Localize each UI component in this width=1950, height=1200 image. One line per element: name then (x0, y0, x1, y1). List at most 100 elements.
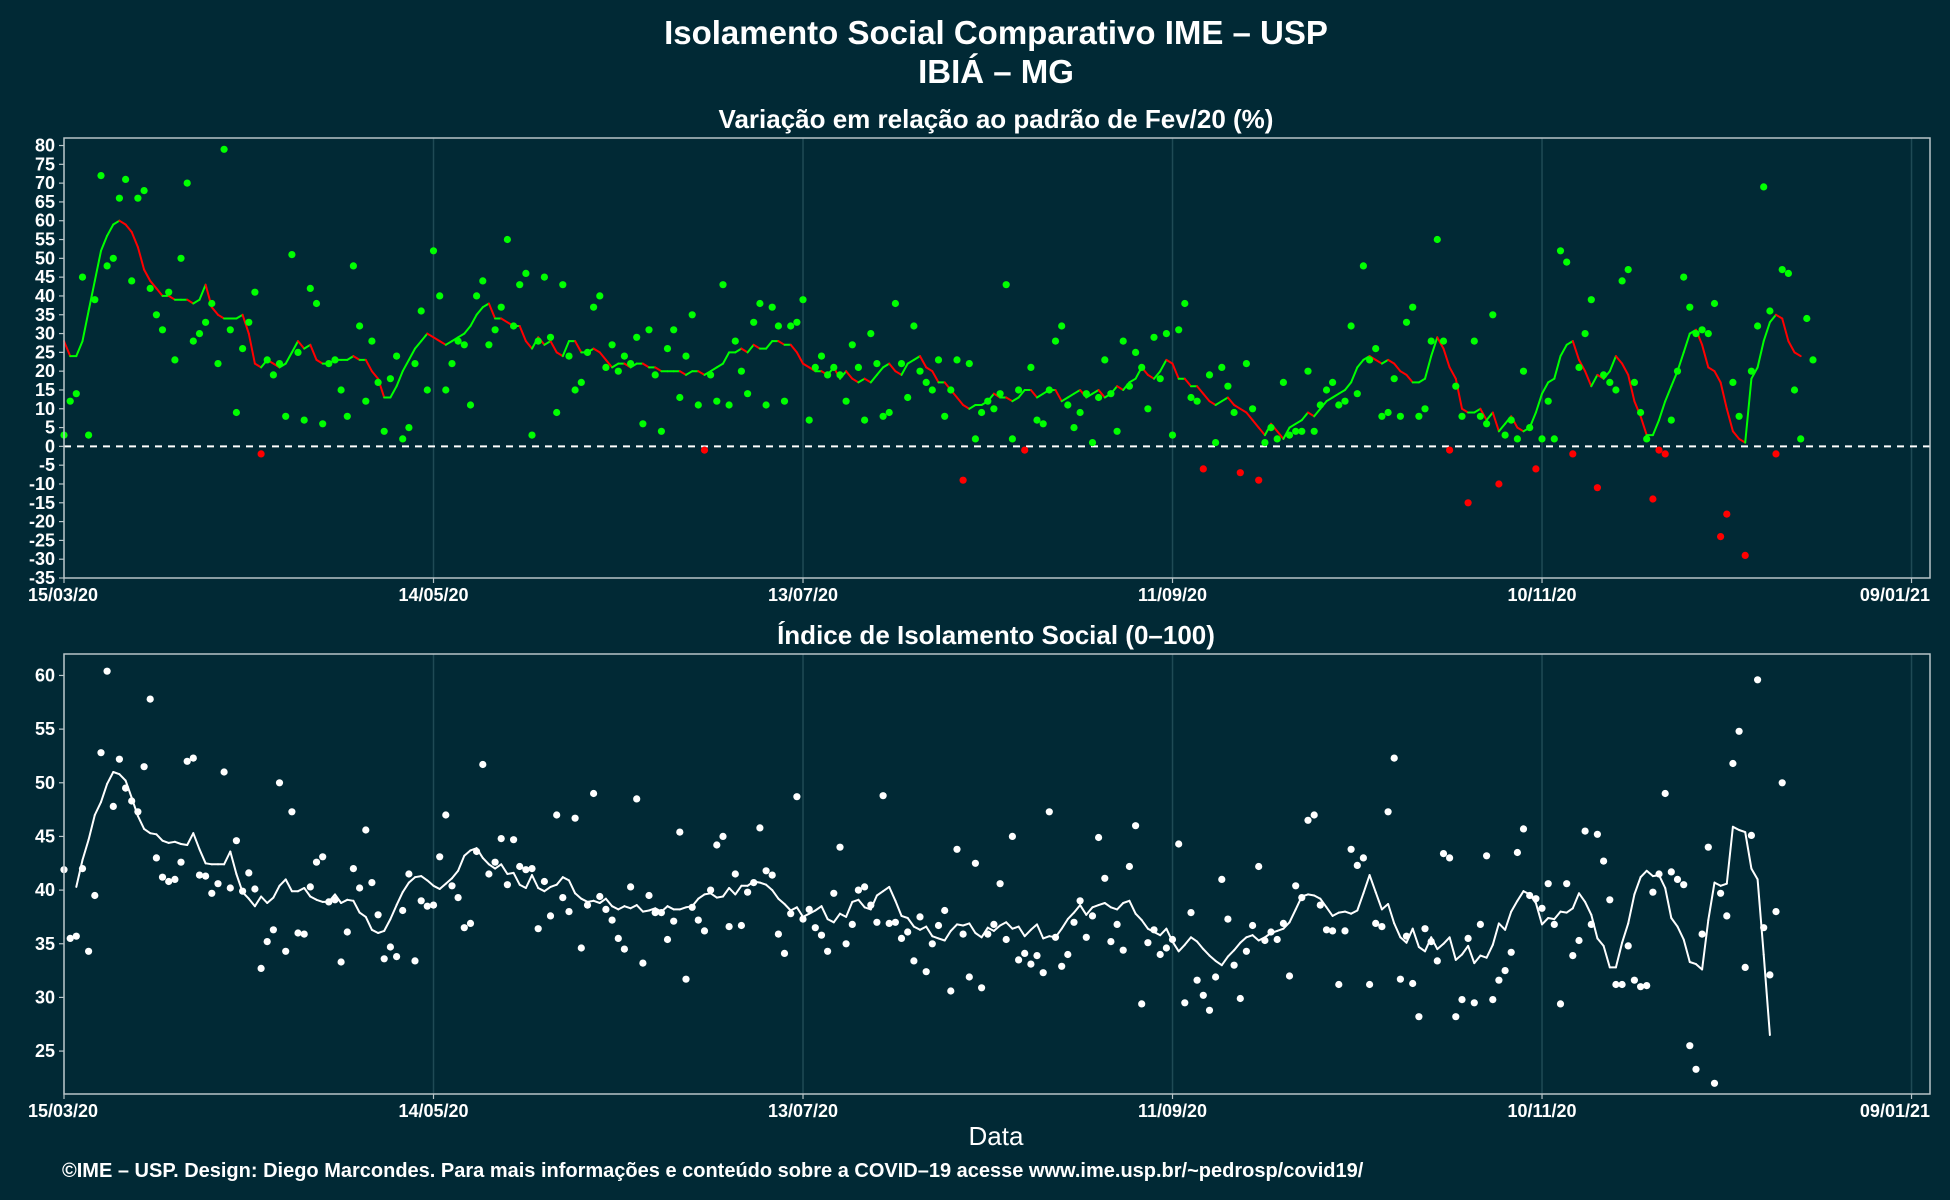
variation-data-point (1797, 435, 1805, 443)
index-data-point (473, 847, 481, 856)
variation-data-point (122, 175, 130, 183)
variation-moving-average-segment (1183, 377, 1192, 388)
index-data-point (1119, 946, 1127, 954)
index-data-point (700, 927, 709, 935)
variation-data-point (1612, 386, 1620, 394)
index-moving-average-segment (709, 892, 718, 899)
variation-moving-average-segment (136, 246, 146, 271)
variation-data-point (762, 401, 770, 409)
index-data-point (1637, 983, 1645, 991)
index-data-point (1396, 975, 1404, 983)
index-data-point (910, 957, 918, 965)
index-moving-average-segment (1731, 825, 1741, 831)
variation-moving-average-segment (1614, 355, 1624, 365)
index-data-point (1538, 904, 1546, 912)
variation-data-point (1624, 266, 1632, 274)
index-data-point (1261, 936, 1269, 945)
index-moving-average-segment (765, 883, 774, 892)
variation-moving-average-segment (124, 223, 133, 233)
index-moving-average-segment (715, 895, 724, 899)
variation-data-point (959, 476, 967, 484)
index-data-point (1581, 827, 1589, 835)
variation-moving-average-segment (962, 404, 971, 410)
variation-moving-average-segment (752, 343, 761, 350)
index-moving-average-segment (1233, 941, 1242, 952)
variation-data-point (559, 281, 567, 289)
variation-data-point (1784, 269, 1792, 277)
variation-moving-average-segment (303, 343, 312, 350)
variation-data-point (393, 352, 401, 360)
variation-data-point (1532, 465, 1540, 473)
variation-data-point (1563, 258, 1571, 266)
index-moving-average-segment (1670, 917, 1679, 928)
variation-data-point (1353, 390, 1361, 398)
index-moving-average-segment (1288, 908, 1297, 924)
index-data-point (602, 905, 610, 914)
variation-data-point (996, 390, 1004, 398)
index-data-point (1156, 950, 1164, 959)
index-data-point (78, 865, 87, 873)
index-moving-average-segment (1602, 944, 1611, 969)
index-moving-average-segment (136, 815, 146, 830)
variation-moving-average-segment (549, 340, 558, 354)
index-x-axis: 15/03/20 14/05/20 13/07/20 11/09/20 10/11/20… (28, 1094, 1930, 1121)
index-moving-average-segment (1239, 936, 1248, 944)
index-data-point (1249, 921, 1257, 930)
index-data-point (1107, 938, 1115, 946)
index-data-point (1021, 949, 1029, 958)
index-moving-average-segment (1128, 899, 1137, 915)
variation-moving-average-segment (106, 223, 115, 237)
index-data-point (608, 916, 616, 924)
index-data-point (1439, 850, 1448, 858)
variation-data-point (1384, 408, 1392, 417)
index-data-point (590, 789, 598, 798)
index-moving-average-segment (648, 907, 657, 912)
index-grid (63, 654, 1913, 1094)
index-data-point (1569, 952, 1577, 960)
variation-data-point (171, 356, 179, 364)
index-data-point (1655, 870, 1663, 878)
index-data-point (805, 905, 813, 914)
index-moving-average-segment (155, 833, 164, 842)
variation-data-point (1526, 424, 1534, 432)
variation-moving-average-segment (1781, 317, 1790, 343)
variation-data-point (343, 412, 351, 420)
variation-data-point (152, 311, 160, 319)
variation-moving-average-segment (487, 302, 497, 320)
variation-moving-average-segment (1356, 358, 1365, 369)
index-moving-average-segment (912, 925, 921, 931)
index-moving-average-segment (260, 895, 269, 904)
variation-data-point (202, 318, 210, 326)
variation-moving-average-segment (968, 404, 977, 410)
variation-data-point (799, 296, 807, 304)
index-moving-average-segment (426, 879, 435, 887)
variation-moving-average-segment (1479, 407, 1488, 422)
index-data-point (1162, 944, 1170, 952)
variation-data-point (1538, 435, 1546, 443)
variation-moving-average-segment (1713, 370, 1722, 384)
index-moving-average-segment (352, 899, 361, 914)
variation-y-tick-label: 70 (35, 173, 55, 193)
index-moving-average-segment (1399, 936, 1408, 944)
index-data-point (275, 779, 284, 787)
index-data-point (1095, 833, 1103, 842)
variation-moving-average-segment (1350, 366, 1359, 384)
index-y-axis: 60 55 50 45 40 35 30 25 (35, 665, 64, 1061)
index-data-point (1464, 934, 1472, 943)
index-moving-average-segment (1350, 909, 1359, 915)
variation-data-point (1107, 390, 1115, 398)
variation-data-point (1347, 322, 1355, 330)
index-data-point (713, 841, 721, 849)
variation-data-point (1458, 412, 1466, 420)
variation-data-point (639, 420, 647, 428)
index-data-point (891, 918, 900, 926)
index-moving-average-segment (851, 898, 860, 903)
index-x-tick-label: 11/09/20 (1138, 1101, 1207, 1121)
index-moving-average-segment (1103, 902, 1112, 909)
variation-data-point (509, 322, 518, 330)
index-data-point (885, 919, 893, 928)
variation-moving-average-segment (555, 351, 564, 358)
variation-moving-average-segment (389, 385, 398, 399)
index-data-point (953, 845, 961, 853)
index-moving-average-segment (75, 859, 84, 888)
